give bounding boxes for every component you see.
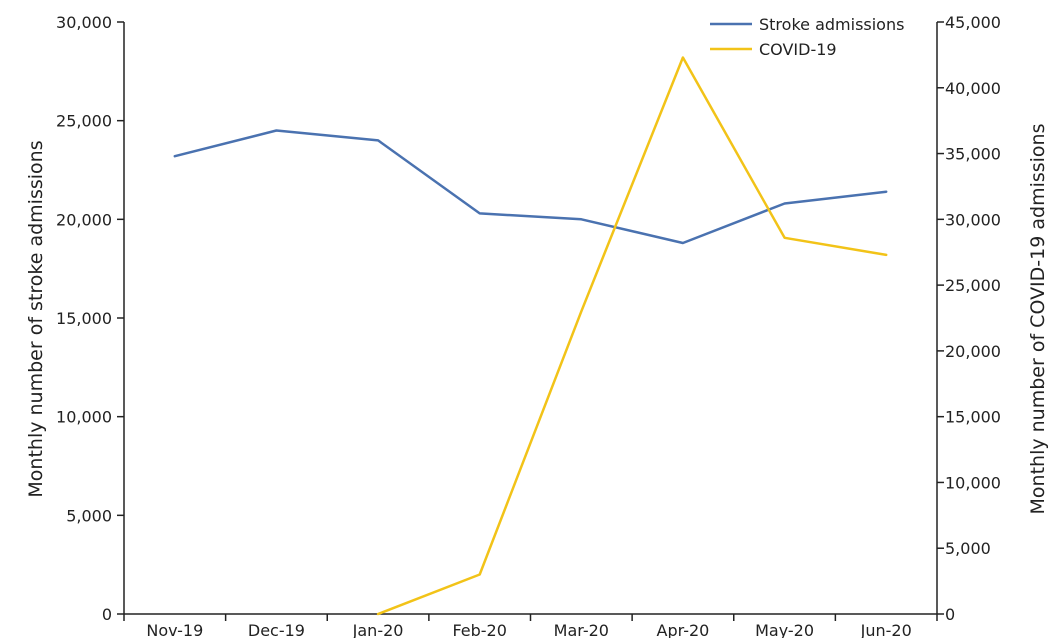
x-tick-label: Apr-20 bbox=[657, 621, 710, 638]
right-y-tick-label: 45,000 bbox=[945, 13, 1001, 32]
axes bbox=[123, 22, 938, 615]
y-axis-title-right: Monthly number of COVID-19 admissions bbox=[1027, 124, 1049, 515]
left-y-tick-label: 15,000 bbox=[56, 309, 112, 328]
right-y-tick-label: 40,000 bbox=[945, 79, 1001, 98]
right-y-tick-label: 0 bbox=[945, 605, 955, 624]
x-tick-label: Jun-20 bbox=[860, 621, 912, 638]
right-y-tick-label: 25,000 bbox=[945, 276, 1001, 295]
x-tick-label: Dec-19 bbox=[248, 621, 305, 638]
left-y-tick-label: 30,000 bbox=[56, 13, 112, 32]
right-y-tick-label: 15,000 bbox=[945, 408, 1001, 427]
legend: Stroke admissions COVID-19 bbox=[710, 15, 904, 59]
legend-label-covid: COVID-19 bbox=[759, 40, 837, 59]
right-y-tick-label: 30,000 bbox=[945, 210, 1001, 229]
right-y-tick-label: 20,000 bbox=[945, 342, 1001, 361]
left-y-tick-label: 25,000 bbox=[56, 112, 112, 131]
left-y-tick-label: 10,000 bbox=[56, 408, 112, 427]
right-y-ticks: 0 5,000 10,000 15,000 20,000 25,000 30,000 35,0… bbox=[937, 13, 1001, 624]
left-y-tick-label: 5,000 bbox=[66, 506, 112, 525]
left-y-tick-label: 0 bbox=[102, 605, 112, 624]
right-y-tick-label: 10,000 bbox=[945, 473, 1001, 492]
x-tick-label: May-20 bbox=[755, 621, 814, 638]
x-tick-label: Mar-20 bbox=[554, 621, 609, 638]
legend-label-stroke: Stroke admissions bbox=[759, 15, 904, 34]
x-ticks: Nov-19 Dec-19 Jan-20 Feb-20 Mar-20 Apr-20 May-… bbox=[123, 614, 938, 638]
left-y-ticks: 0 5,000 10,000 15,000 20,000 25,000 30,000 bbox=[56, 13, 124, 624]
right-y-tick-label: 5,000 bbox=[945, 539, 991, 558]
right-y-tick-label: 35,000 bbox=[945, 145, 1001, 164]
x-tick-label: Feb-20 bbox=[452, 621, 506, 638]
left-y-tick-label: 20,000 bbox=[56, 210, 112, 229]
x-tick-label: Jan-20 bbox=[352, 621, 404, 638]
series-line-covid bbox=[376, 56, 888, 616]
series-lines bbox=[173, 56, 888, 616]
y-axis-title-left: Monthly number of stroke admissions bbox=[25, 140, 47, 497]
x-tick-label: Nov-19 bbox=[146, 621, 203, 638]
series-line-stroke-admissions bbox=[173, 129, 888, 245]
